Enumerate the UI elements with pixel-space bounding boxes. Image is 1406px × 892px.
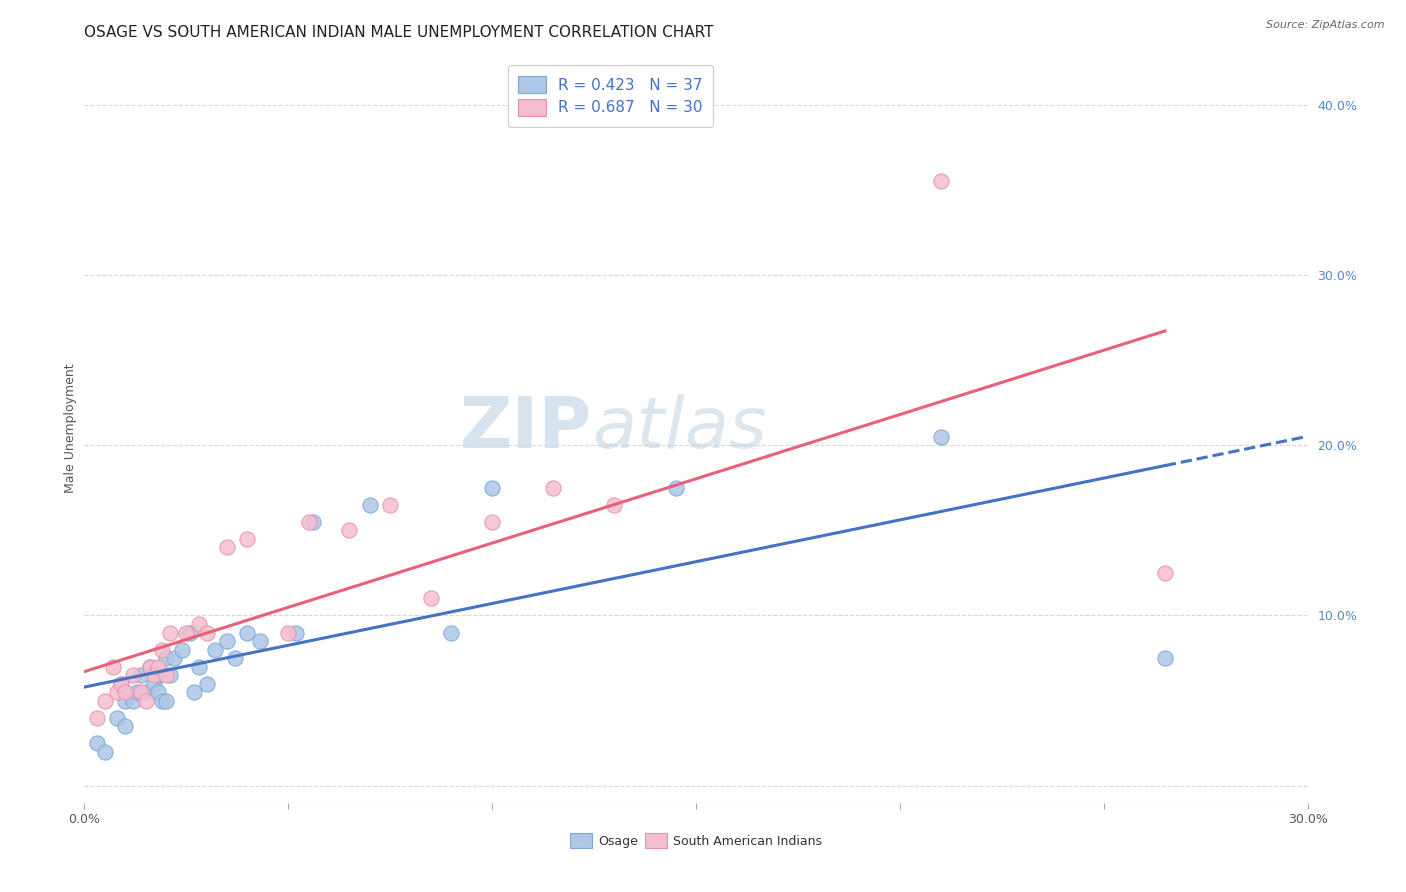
Point [138,659,160,673]
Point [93,745,115,759]
Point [179,625,201,640]
Text: atlas: atlas [592,393,766,463]
Point [665,481,688,495]
Point [380,498,402,512]
Point [135,685,157,699]
Point [86,736,108,750]
Point [440,625,463,640]
Point [301,515,323,529]
Point [142,676,165,690]
Point [105,711,128,725]
Point [204,642,226,657]
Point [183,685,205,699]
Point [114,693,136,707]
Point [138,659,160,673]
Point [195,676,218,690]
Point [155,651,177,665]
Point [481,481,503,495]
Point [110,676,132,690]
Point [146,668,169,682]
Point [159,668,181,682]
Point [122,693,145,707]
Point [359,498,381,512]
Y-axis label: Male Unemployment: Male Unemployment [65,363,77,493]
Text: OSAGE VS SOUTH AMERICAN INDIAN MALE UNEMPLOYMENT CORRELATION CHART: OSAGE VS SOUTH AMERICAN INDIAN MALE UNEM… [84,25,714,40]
Point [187,617,209,632]
Point [298,515,321,529]
Point [101,659,124,673]
Point [285,625,308,640]
Point [110,676,132,690]
Point [603,498,626,512]
Point [105,685,128,699]
Point [135,693,157,707]
Point [172,642,194,657]
Point [127,685,149,699]
Point [543,481,565,495]
Point [146,685,169,699]
Point [131,668,153,682]
Text: ZIP: ZIP [460,393,592,463]
Point [339,524,361,538]
Point [159,625,181,640]
Point [93,693,115,707]
Point [224,651,246,665]
Point [150,693,173,707]
Point [277,625,299,640]
Point [122,668,145,682]
Point [150,642,173,657]
Point [929,430,952,444]
Point [131,685,153,699]
Point [187,659,209,673]
Point [217,541,239,555]
Point [1154,566,1177,580]
Point [236,532,259,546]
Point [217,634,239,648]
Point [249,634,271,648]
Point [155,693,177,707]
Point [236,625,259,640]
Legend: Osage, South American Indians: Osage, South American Indians [565,829,827,853]
Point [195,625,218,640]
Point [155,668,177,682]
Point [114,719,136,733]
Point [174,625,197,640]
Point [163,651,186,665]
Point [1154,651,1177,665]
Point [142,668,165,682]
Point [481,515,503,529]
Point [114,685,136,699]
Text: Source: ZipAtlas.com: Source: ZipAtlas.com [1267,20,1385,29]
Point [420,591,443,606]
Point [146,659,169,673]
Point [86,711,108,725]
Point [929,174,952,188]
